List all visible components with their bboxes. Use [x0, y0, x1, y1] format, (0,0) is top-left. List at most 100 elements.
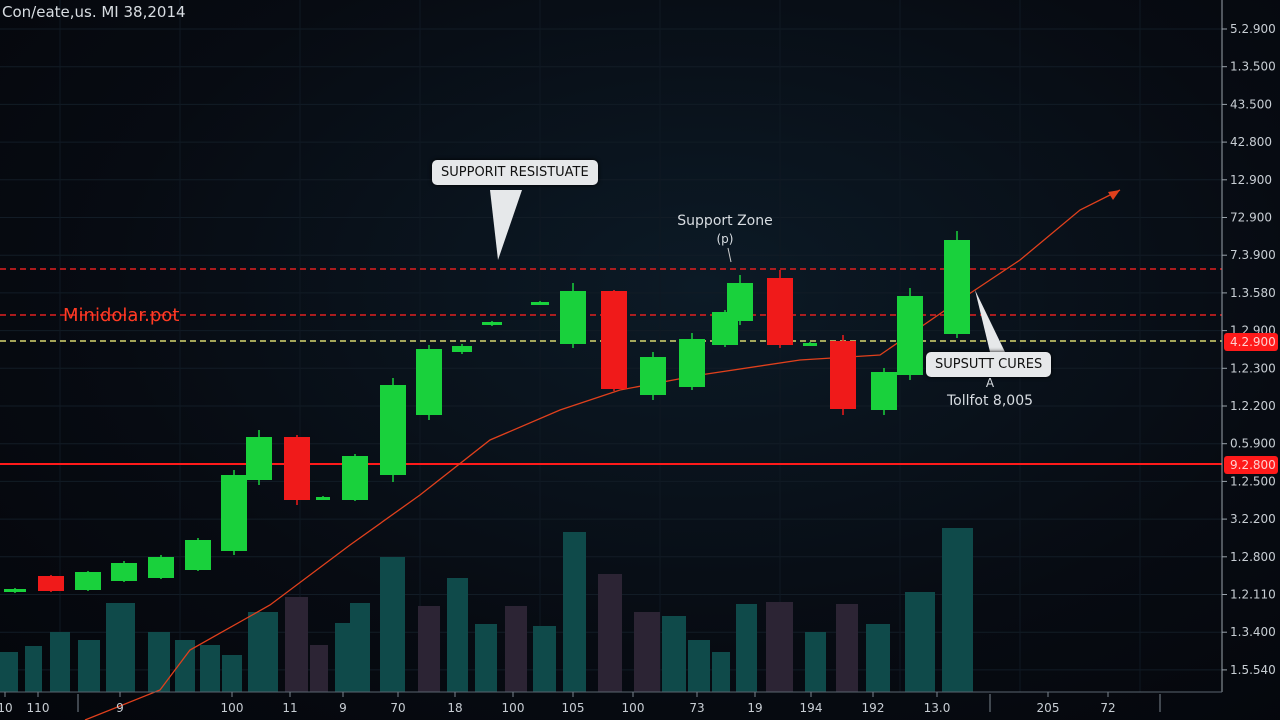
x-tick-label: 10 — [0, 701, 13, 715]
callout-support-resistance: SUPPORIT RESISTUATE — [432, 160, 598, 185]
x-tick-label: 100 — [622, 701, 645, 715]
volume-bar — [836, 604, 858, 692]
y-tick-label: 7.3.900 — [1230, 248, 1276, 262]
candle-body — [560, 291, 586, 344]
volume-bar — [106, 603, 135, 692]
candle-body — [185, 540, 211, 570]
callout-pointer — [490, 190, 522, 260]
y-tick-label: 3.2.200 — [1230, 512, 1276, 526]
x-tick-label: 194 — [800, 701, 823, 715]
volume-bar — [634, 612, 660, 692]
y-tick-label: 42.800 — [1230, 135, 1272, 149]
candle-body — [452, 346, 472, 352]
candle-body — [679, 339, 705, 387]
y-tick-label: 0.5.900 — [1230, 437, 1276, 451]
y-tick-label: 12.900 — [1230, 173, 1272, 187]
candle — [148, 555, 174, 579]
volume-bar — [942, 528, 973, 692]
candle — [342, 454, 368, 501]
volume-bar — [475, 624, 497, 692]
candle — [803, 342, 817, 346]
candle — [416, 345, 442, 420]
volume-bar — [222, 655, 242, 692]
candle — [452, 344, 472, 354]
volume-bar — [805, 632, 826, 692]
candle-body — [601, 291, 627, 389]
chart-title: Con/eate,us. MI 38,2014 — [2, 3, 186, 21]
y-tick-label: 1.2.500 — [1230, 474, 1276, 488]
candle — [246, 430, 272, 485]
x-tick-label: 192 — [862, 701, 885, 715]
volume-bar — [380, 557, 405, 692]
candle-body — [284, 437, 310, 500]
candle-body — [75, 572, 101, 590]
candle — [75, 571, 101, 591]
x-tick-label: 100 — [502, 701, 525, 715]
candle — [560, 283, 586, 348]
y-tick-label: 1.3.500 — [1230, 60, 1276, 74]
y-tick-label: 1.5.540 — [1230, 663, 1276, 677]
right-annotation-sub1: A — [985, 376, 995, 390]
candle-body — [148, 557, 174, 578]
x-tick-label: 105 — [562, 701, 585, 715]
candle-body — [342, 456, 368, 500]
y-tick-label: 1.2.200 — [1230, 399, 1276, 413]
candle-body — [727, 283, 753, 321]
left-level-label: Minidolar.pot — [63, 305, 180, 326]
x-tick-label: 73 — [689, 701, 704, 715]
x-tick-label: 205 — [1037, 701, 1060, 715]
y-tick-label: 5.2.900 — [1230, 22, 1276, 36]
candle — [111, 561, 137, 582]
candle-body — [482, 322, 502, 325]
candle-body — [640, 357, 666, 395]
volume-bar — [78, 640, 100, 692]
x-tick-label: 19 — [747, 701, 762, 715]
candle-body — [38, 576, 64, 591]
price-tag — [1224, 333, 1278, 351]
x-tick-label: 11 — [282, 701, 297, 715]
callout-pointer — [975, 290, 1005, 352]
volume-bar — [736, 604, 757, 692]
volume-bar — [688, 640, 710, 692]
candle-body — [531, 302, 549, 305]
y-tick-label: 1.2.800 — [1230, 550, 1276, 564]
candle — [284, 435, 310, 505]
candle — [897, 288, 923, 380]
y-tick-label: 1.2.300 — [1230, 361, 1276, 375]
candle-body — [767, 278, 793, 345]
volume-bar — [285, 597, 308, 692]
support-zone-label: Support Zone — [677, 213, 773, 229]
x-tick-label: 110 — [27, 701, 50, 715]
candle-body — [944, 240, 970, 334]
candle-body — [803, 343, 817, 346]
candle-body — [416, 349, 442, 415]
volume-bar — [148, 632, 170, 692]
candle-body — [897, 296, 923, 375]
x-tick-label: 9 — [339, 701, 347, 715]
x-tick-label: 72 — [1100, 701, 1115, 715]
price-tag — [1224, 456, 1278, 474]
volume-bar — [335, 623, 352, 692]
y-tick-label: 72.900 — [1230, 211, 1272, 225]
volume-bar — [766, 602, 793, 692]
candle — [185, 538, 211, 571]
x-tick-label: 100 — [221, 701, 244, 715]
volume-bar — [175, 640, 195, 692]
volume-bar — [25, 646, 42, 692]
x-tick-label: 13.0 — [924, 701, 951, 715]
candle-body — [830, 341, 856, 409]
volume-bar — [905, 592, 935, 692]
y-tick-label: 43.500 — [1230, 97, 1272, 111]
candle-body — [111, 563, 137, 581]
candle — [767, 270, 793, 348]
candle — [316, 496, 330, 500]
candle — [531, 301, 549, 305]
x-tick-label: 9 — [116, 701, 124, 715]
y-tick-label: 1.3.580 — [1230, 286, 1276, 300]
candle-body — [316, 497, 330, 500]
x-tick-label: 18 — [447, 701, 462, 715]
volume-bar — [310, 645, 328, 692]
candle — [727, 275, 753, 325]
support-zone-sublabel: (p) — [716, 232, 734, 246]
